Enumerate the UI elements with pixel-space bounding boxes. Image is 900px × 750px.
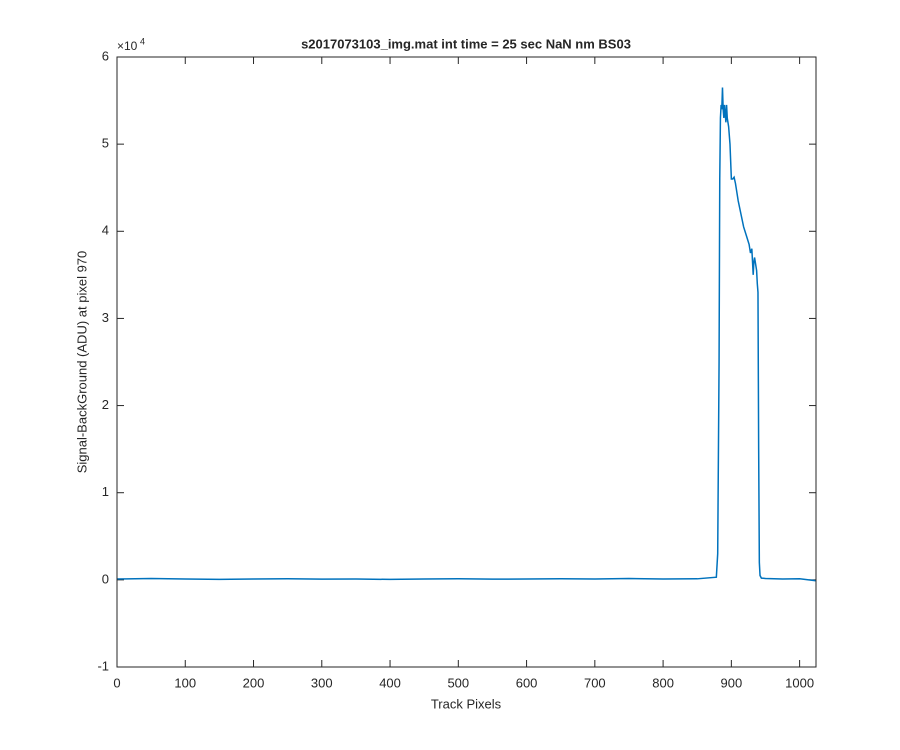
axes-box: [116, 56, 817, 668]
y-tick-label: 1: [102, 484, 109, 499]
y-scale-label: ×10: [117, 39, 138, 53]
x-tick-label: 700: [584, 675, 606, 690]
y-tick-label: 2: [102, 397, 109, 412]
x-tick-label: 800: [652, 675, 674, 690]
y-tick-label: -1: [97, 658, 109, 673]
y-scale-power: 4: [140, 36, 145, 46]
x-tick-label: 300: [311, 675, 333, 690]
y-tick-label: 5: [102, 136, 109, 151]
y-tick-label: 3: [102, 310, 109, 325]
y-tick-label: 4: [102, 223, 109, 238]
y-axis-label: Signal-BackGround (ADU) at pixel 970: [74, 251, 89, 474]
y-tick-label: 6: [102, 48, 109, 63]
chart-title: s2017073103_img.mat int time = 25 sec Na…: [301, 36, 631, 51]
x-axis-label: Track Pixels: [431, 696, 502, 711]
y-tick-label: 0: [102, 571, 109, 586]
x-tick-label: 0: [113, 675, 120, 690]
x-tick-label: 500: [447, 675, 469, 690]
x-tick-label: 1000: [785, 675, 814, 690]
x-tick-label: 100: [174, 675, 196, 690]
data-line: [116, 87, 817, 582]
x-tick-label: 400: [379, 675, 401, 690]
x-tick-label: 600: [516, 675, 538, 690]
x-tick-label: 900: [721, 675, 743, 690]
x-tick-label: 200: [243, 675, 265, 690]
